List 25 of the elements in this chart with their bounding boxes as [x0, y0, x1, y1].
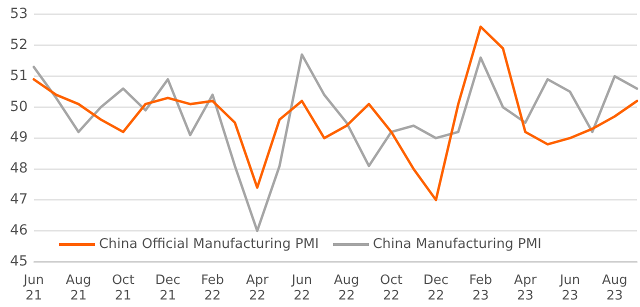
x-tick-label: Jun 23 — [558, 272, 580, 304]
legend-label: China Manufacturing PMI — [372, 236, 542, 252]
y-tick-label: 52 — [10, 36, 28, 53]
x-tick-label: Dec 22 — [423, 272, 449, 304]
y-tick-label: 47 — [10, 192, 28, 208]
x-tick-label: Dec 21 — [155, 272, 180, 304]
x-tick-label: Jun 21 — [22, 272, 44, 304]
x-tick-label: Apr 23 — [514, 272, 538, 304]
legend-label: China Official Manufacturing PMI — [99, 236, 319, 252]
x-tick-label: Oct 22 — [380, 272, 402, 304]
x-tick-label: Apr 22 — [246, 272, 270, 304]
y-tick-label: 48 — [10, 160, 28, 177]
y-tick-label: 50 — [10, 98, 28, 115]
y-tick-label: 45 — [10, 253, 28, 270]
x-tick-label: Aug 23 — [602, 272, 628, 304]
x-tick-label: Oct 21 — [112, 272, 134, 304]
x-tick-label: Aug 22 — [334, 272, 360, 304]
x-tick-label: Feb 22 — [201, 272, 224, 304]
y-tick-label: 49 — [10, 130, 28, 146]
y-tick-label: 53 — [10, 6, 28, 22]
x-tick-label: Jun 22 — [290, 272, 312, 304]
x-tick-label: Aug 21 — [66, 272, 92, 304]
y-tick-label: 46 — [10, 222, 28, 239]
x-tick-label: Feb 23 — [469, 272, 492, 304]
y-tick-label: 51 — [10, 68, 28, 84]
